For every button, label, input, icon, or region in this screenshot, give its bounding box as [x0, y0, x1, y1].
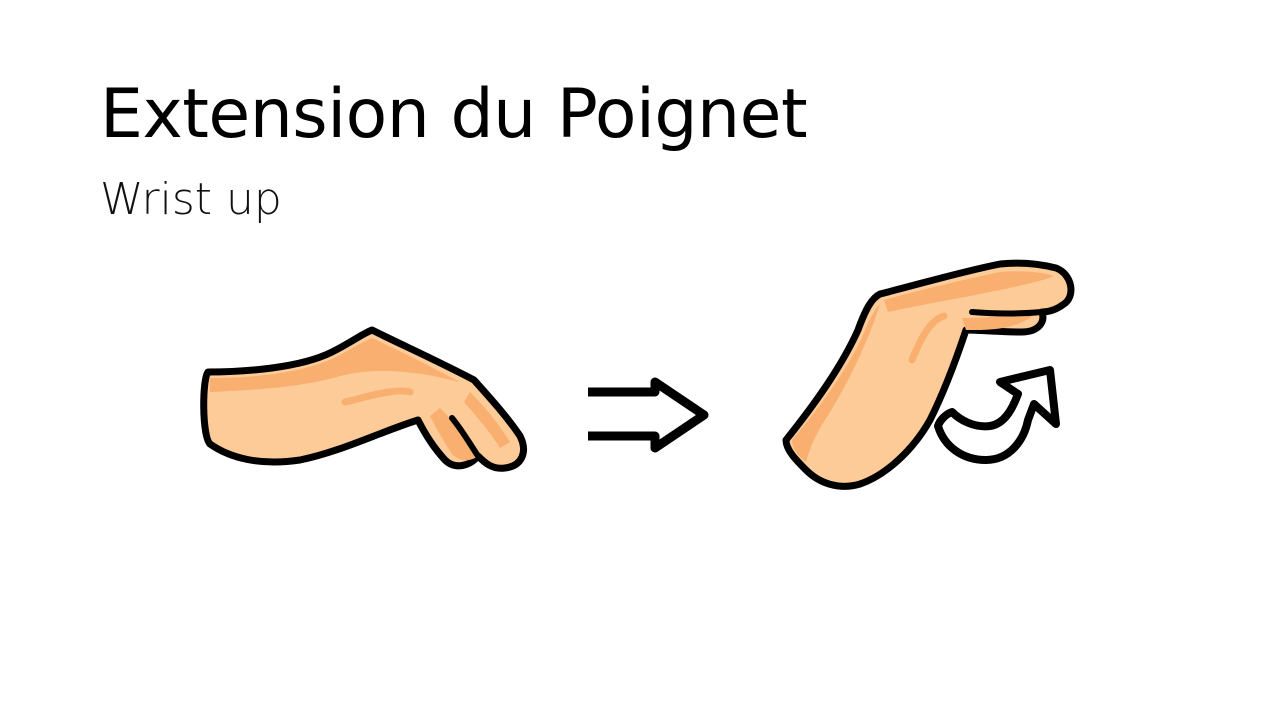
slide-subtitle: Wrist up: [100, 174, 282, 225]
slide-title: Extension du Poignet: [100, 75, 808, 154]
double-arrow-right-icon: [588, 377, 709, 453]
wrist-extension-illustration: [0, 240, 1280, 520]
illustration-canvas: [200, 259, 1075, 490]
hand-resting-flat-icon: [200, 326, 527, 472]
curved-arrow-up-icon: [934, 366, 1060, 464]
hand-wrist-extended-icon: [782, 259, 1075, 490]
